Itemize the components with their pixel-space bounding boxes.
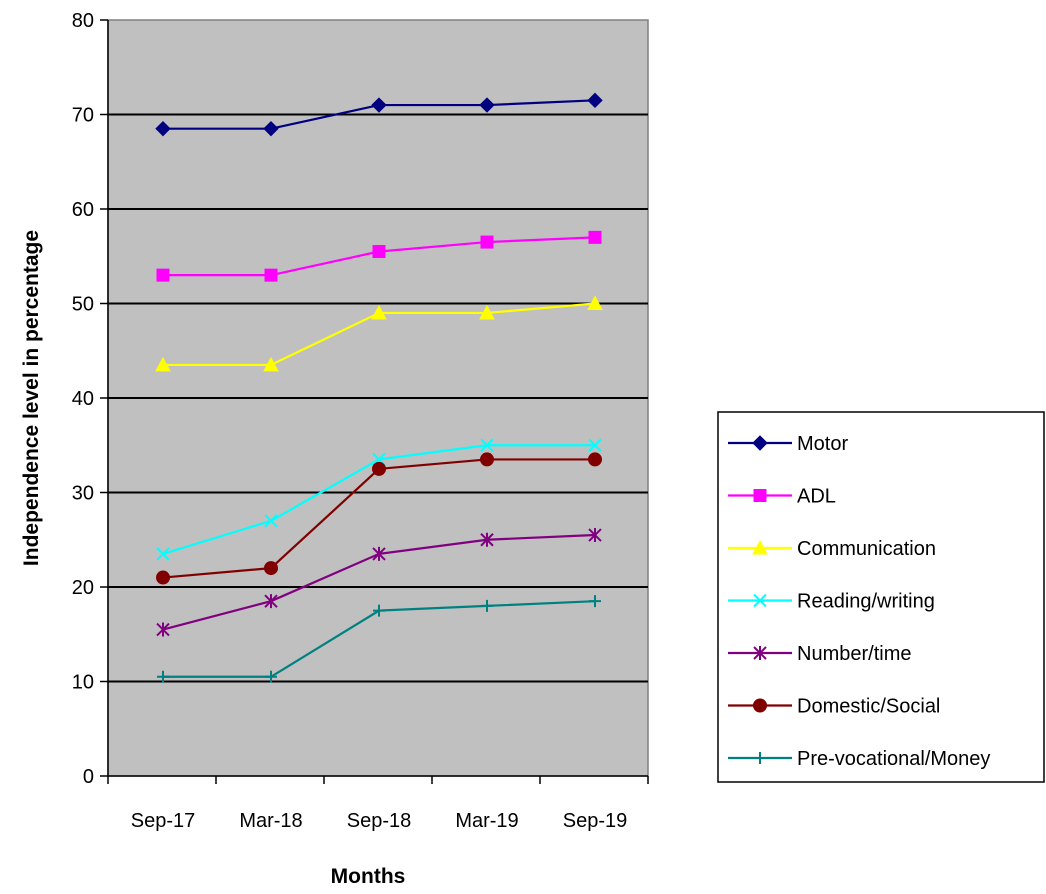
data-point [263, 120, 279, 137]
data-point [480, 438, 494, 452]
legend-item: Number/time [728, 643, 911, 665]
y-tick-label: 10 [72, 672, 94, 694]
data-point [156, 570, 170, 585]
legend-marker [753, 698, 767, 713]
legend-item: ADL [728, 486, 836, 508]
data-point [263, 356, 279, 372]
y-tick-label: 40 [72, 388, 94, 410]
data-point [372, 546, 386, 561]
data-point [155, 356, 171, 372]
legend-label: Reading/writing [797, 591, 935, 613]
legend-item: Pre-vocational/Money [728, 748, 990, 770]
legend-marker [753, 593, 767, 608]
series-motor [155, 92, 603, 137]
data-point [481, 599, 493, 612]
data-point [264, 594, 278, 609]
series-adl [156, 230, 602, 282]
data-point [588, 438, 602, 452]
data-point [480, 235, 494, 249]
series-number-time [156, 528, 602, 637]
legend-label: Domestic/Social [797, 696, 940, 718]
data-point [373, 604, 385, 617]
data-point [155, 120, 171, 137]
x-tick-label: Sep-19 [563, 810, 628, 832]
y-axis-label: Independence level in percentage [20, 230, 43, 566]
data-point [371, 97, 387, 113]
x-tick-label: Mar-19 [455, 810, 518, 832]
legend-marker [753, 646, 767, 660]
legend: Motor ADL Communication Reading/writing Numb… [717, 411, 1045, 783]
y-tick-label: 30 [72, 483, 94, 505]
series-domestic-social [156, 452, 602, 585]
legend-item: Motor [728, 433, 848, 455]
data-point [264, 514, 278, 528]
x-tick-label: Mar-18 [239, 810, 302, 832]
legend-items: Motor ADL Communication Reading/writing Numb… [728, 433, 990, 770]
data-point [479, 304, 495, 320]
x-tick-label: Sep-18 [347, 810, 412, 832]
legend-marker [752, 435, 768, 451]
legend-label: Communication [797, 538, 936, 560]
data-point [372, 245, 386, 259]
data-point [589, 595, 601, 608]
data-point [265, 670, 277, 683]
legend-item: Reading/writing [728, 591, 935, 613]
legend-label: ADL [797, 486, 836, 508]
data-point [479, 97, 495, 113]
y-axis-ticks: 0 10 20 30 40 50 60 70 80 [72, 10, 108, 788]
data-point [156, 268, 170, 282]
legend-marker [754, 752, 766, 764]
data-point [480, 532, 494, 547]
y-tick-label: 50 [72, 294, 94, 316]
y-tick-label: 70 [72, 105, 94, 127]
data-point [264, 268, 278, 282]
legend-marker [753, 489, 767, 502]
series-group [155, 92, 603, 683]
legend-label: Number/time [797, 643, 911, 665]
data-point [588, 230, 602, 244]
data-point [264, 561, 278, 576]
y-tick-label: 60 [72, 199, 94, 221]
x-axis-label: Months [331, 865, 406, 888]
x-axis-ticks: Sep-17 Mar-18 Sep-18 Mar-19 Sep-19 [107, 776, 649, 832]
data-point [588, 452, 602, 467]
data-point [157, 670, 169, 683]
legend-item: Communication [728, 538, 936, 560]
data-point [480, 452, 494, 467]
data-point [588, 528, 602, 543]
series-pre-vocational-money [157, 595, 601, 683]
y-tick-label: 20 [72, 577, 94, 599]
legend-item: Domestic/Social [728, 696, 940, 718]
series-reading-writing [156, 438, 602, 561]
legend-box [717, 411, 1045, 783]
y-tick-label: 80 [72, 10, 94, 32]
data-point [587, 295, 603, 310]
data-point [156, 622, 170, 637]
data-point [372, 461, 386, 476]
data-point [371, 304, 387, 320]
gridlines [108, 113, 648, 683]
data-point [156, 547, 170, 561]
legend-marker [752, 539, 768, 555]
legend-label: Motor [797, 433, 848, 455]
series-communication [155, 295, 603, 372]
data-point [587, 92, 603, 109]
legend-label: Pre-vocational/Money [797, 748, 990, 770]
y-tick-label: 0 [83, 766, 94, 788]
x-tick-label: Sep-17 [131, 810, 196, 832]
